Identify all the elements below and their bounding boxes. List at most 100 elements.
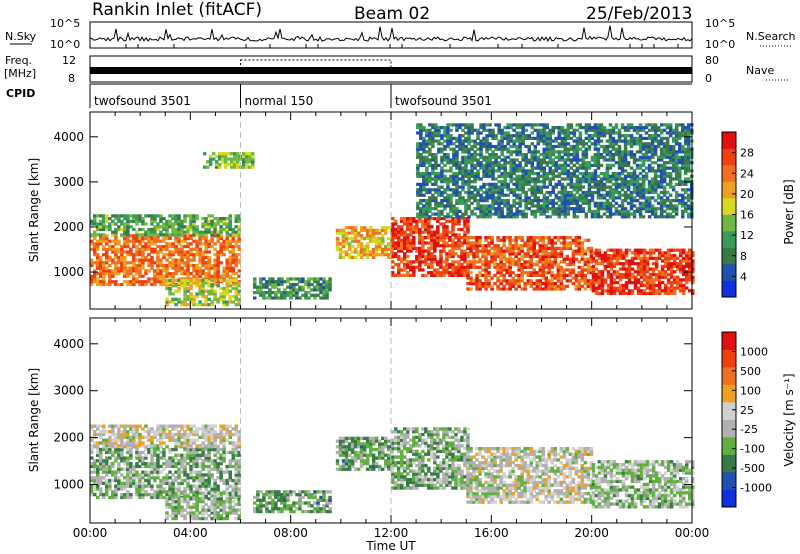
heat-cell <box>313 280 317 284</box>
heat-cell <box>518 212 522 216</box>
heat-cell <box>587 177 592 181</box>
heat-cell <box>500 158 504 162</box>
heat-cell <box>626 126 631 130</box>
heat-cell <box>500 190 504 195</box>
heat-cell <box>539 128 543 132</box>
heat-cell <box>647 163 652 167</box>
heat-cell <box>443 174 447 178</box>
heat-cell <box>548 136 552 140</box>
heat-cell <box>90 222 94 226</box>
heat-cell <box>153 242 157 246</box>
heat-cell <box>210 230 214 234</box>
heat-cell <box>183 253 187 257</box>
heat-cell <box>609 272 614 277</box>
heat-cell <box>675 248 680 252</box>
heat-cell <box>463 219 467 223</box>
heat-cell <box>532 263 536 267</box>
heat-cell <box>120 227 124 232</box>
heat-cell <box>204 247 208 251</box>
heat-cell <box>457 233 461 237</box>
heat-cell <box>651 267 656 271</box>
heat-cell <box>419 123 423 127</box>
heat-cell <box>685 254 689 258</box>
heat-cell <box>638 139 643 143</box>
heat-cell <box>216 300 220 304</box>
heat-cell <box>553 276 557 280</box>
heat-cell <box>542 177 546 181</box>
heat-cell <box>138 236 142 241</box>
heat-cell <box>168 300 172 304</box>
heat-cell <box>204 236 208 241</box>
heat-cell <box>672 264 677 268</box>
heat-cell <box>446 131 450 135</box>
heat-cell <box>479 204 483 208</box>
heat-cell <box>207 272 211 276</box>
heat-cell <box>597 275 602 279</box>
heat-cell <box>609 256 614 260</box>
heat-cell <box>123 222 127 226</box>
heat-cell <box>615 256 620 260</box>
heat-cell <box>591 281 596 285</box>
heat-cell <box>617 174 622 178</box>
heat-cell <box>636 270 641 274</box>
heat-cell <box>216 277 220 281</box>
heat-cell <box>135 214 139 218</box>
heat-cell <box>551 131 555 135</box>
heat-cell <box>612 281 617 285</box>
heat-cell <box>428 201 432 205</box>
heat-cell <box>237 303 241 307</box>
heat-cell <box>666 281 671 285</box>
heat-cell <box>359 228 364 232</box>
heat-cell <box>596 207 601 211</box>
heat-cell <box>111 233 115 237</box>
heat-cell <box>479 153 483 157</box>
heat-cell <box>108 258 112 262</box>
heat-cell <box>578 199 583 203</box>
heat-cell <box>353 255 358 259</box>
heat-cell <box>452 136 456 140</box>
heat-cell <box>518 131 522 135</box>
heat-cell <box>177 289 181 293</box>
freq-label: Freq. <box>5 54 32 67</box>
heat-cell <box>365 242 370 246</box>
heat-cell <box>93 277 97 281</box>
heat-cell <box>356 245 361 249</box>
heat-cell <box>666 262 671 266</box>
heat-cell <box>466 230 470 234</box>
heat-cell <box>476 131 480 135</box>
heat-cell <box>192 233 196 237</box>
heat-cell <box>506 201 510 205</box>
heat-cell <box>527 158 531 162</box>
heat-cell <box>647 128 652 132</box>
heat-cell <box>177 233 181 237</box>
heat-cell <box>593 180 598 184</box>
heat-cell <box>520 268 524 272</box>
heat-cell <box>446 142 450 146</box>
heat-cell <box>186 250 190 254</box>
heat-cell <box>609 286 614 290</box>
heat-cell <box>251 165 255 169</box>
heat-cell <box>627 270 632 274</box>
heat-cell <box>580 276 585 280</box>
heat-cell <box>626 180 631 184</box>
heat-cell <box>457 268 461 272</box>
heat-cell <box>509 212 513 216</box>
heat-cell <box>135 258 139 262</box>
heat-cell <box>144 258 148 262</box>
heat-cell <box>490 257 494 261</box>
heat-cell <box>165 284 169 288</box>
heat-cell <box>439 244 443 248</box>
heat-cell <box>593 169 598 173</box>
heat-cell <box>434 155 438 159</box>
heat-cell <box>153 239 157 243</box>
heat-cell <box>219 297 223 301</box>
heat-cell <box>663 289 668 293</box>
heat-cell <box>473 155 477 159</box>
heat-cell <box>455 177 459 181</box>
heat-cell <box>485 163 489 167</box>
heat-cell <box>341 239 346 243</box>
heat-cell <box>499 287 503 291</box>
heat-cell <box>431 155 435 159</box>
heat-cell <box>440 126 444 130</box>
heat-cell <box>557 172 562 176</box>
